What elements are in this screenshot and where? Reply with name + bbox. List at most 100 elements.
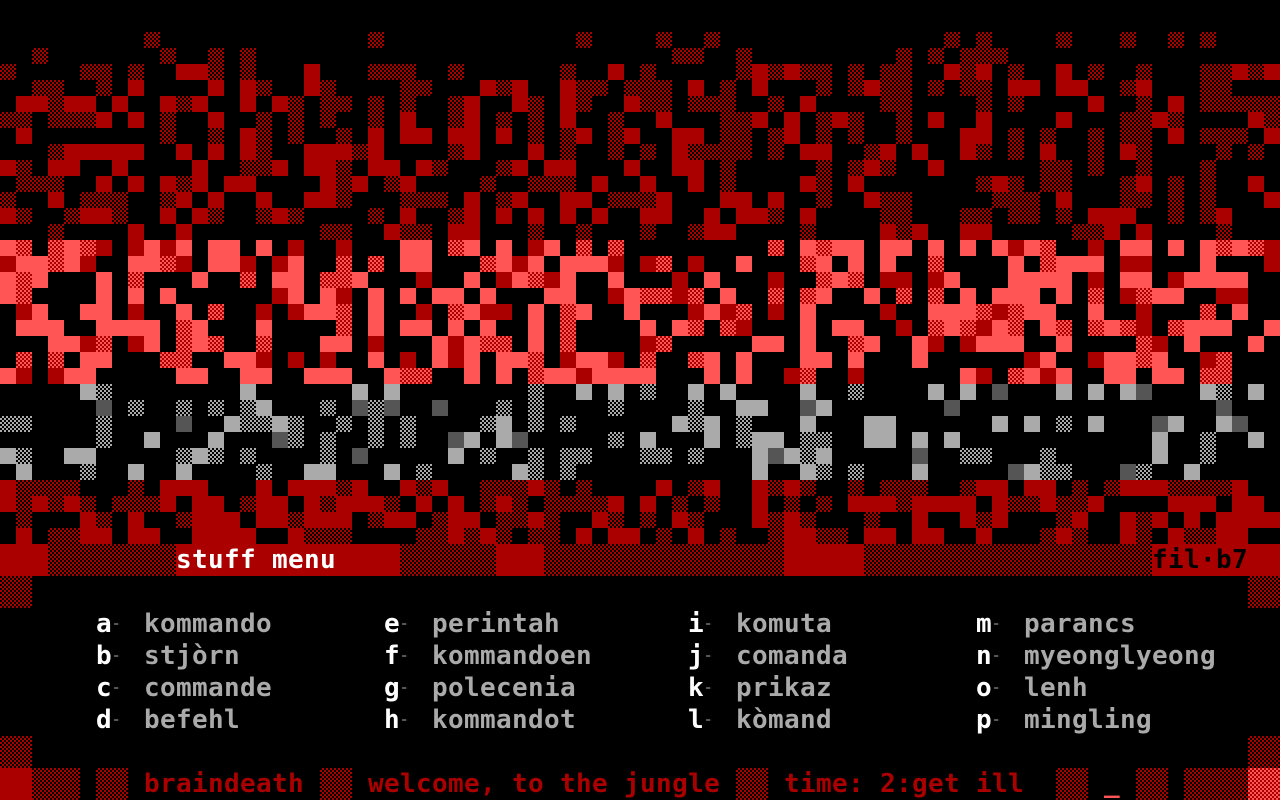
menu-key-p[interactable]: p [976, 705, 993, 735]
menu-key-a[interactable]: a [96, 609, 113, 639]
logo-block [832, 320, 848, 336]
menu-key-l[interactable]: l [688, 705, 705, 735]
logo-block [240, 48, 256, 64]
menu-item-b[interactable]: stjòrn [144, 641, 241, 671]
logo-block [512, 352, 528, 368]
menu-key-h[interactable]: h [384, 705, 401, 735]
dither-block [864, 544, 1152, 576]
logo-block [976, 144, 992, 160]
logo-block [336, 176, 352, 192]
logo-block [752, 464, 768, 480]
logo-block [1088, 144, 1104, 160]
menu-item-g[interactable]: polecenia [432, 673, 577, 703]
logo-block [944, 320, 960, 336]
logo-block [720, 112, 736, 128]
logo-block [1248, 336, 1264, 352]
logo-block [320, 448, 336, 464]
logo-block [336, 480, 352, 496]
menu-key-e[interactable]: e [384, 609, 401, 639]
logo-block [560, 160, 576, 176]
menu-key-j[interactable]: j [688, 641, 705, 671]
logo-block [304, 480, 320, 496]
menu-item-n[interactable]: myeonglyeong [1024, 641, 1217, 671]
menu-item-p[interactable]: mingling [1024, 705, 1153, 735]
status-message: welcome, to the jungle [368, 769, 721, 799]
menu-item-k[interactable]: prikaz [736, 673, 833, 703]
logo-block [1200, 448, 1216, 464]
menu-key-n[interactable]: n [976, 641, 993, 671]
logo-block [816, 432, 832, 448]
menu-item-f[interactable]: kommandoen [432, 641, 593, 671]
logo-block [608, 128, 624, 144]
logo-block [112, 144, 128, 160]
logo-block [400, 240, 416, 256]
logo-block [608, 384, 624, 400]
logo-block [1024, 240, 1040, 256]
logo-block [16, 128, 32, 144]
logo-block [1152, 480, 1168, 496]
logo-block [1120, 80, 1136, 96]
logo-block [640, 512, 656, 528]
menu-key-b[interactable]: b [96, 641, 113, 671]
menu-item-m[interactable]: parancs [1024, 609, 1137, 639]
logo-block [128, 240, 144, 256]
logo-block [240, 64, 256, 80]
logo-block [592, 496, 608, 512]
logo-block [432, 480, 448, 496]
logo-block [768, 96, 784, 112]
menu-key-d[interactable]: d [96, 705, 113, 735]
logo-block [816, 256, 832, 272]
input-cursor[interactable]: _ [1104, 769, 1121, 799]
menu-key-m[interactable]: m [976, 609, 993, 639]
logo-block [0, 368, 16, 384]
logo-block [1168, 176, 1184, 192]
dither-block [1056, 768, 1088, 800]
menu-key-k[interactable]: k [688, 673, 705, 703]
logo-block [1216, 64, 1232, 80]
menu-item-c[interactable]: commande [144, 673, 273, 703]
menu-item-h[interactable]: kommandot [432, 705, 577, 735]
logo-block [560, 112, 576, 128]
logo-block [736, 112, 752, 128]
menu-item-j[interactable]: comanda [736, 641, 849, 671]
menu-item-l[interactable]: kòmand [736, 705, 833, 735]
logo-block [16, 528, 32, 544]
menu-key-f[interactable]: f [384, 641, 401, 671]
logo-block [1200, 432, 1216, 448]
logo-block [176, 240, 192, 256]
menu-key-g[interactable]: g [384, 673, 401, 703]
logo-block [560, 176, 576, 192]
logo-block [1008, 208, 1024, 224]
logo-block [1200, 192, 1216, 208]
logo-block [832, 240, 848, 256]
menu-item-o[interactable]: lenh [1024, 673, 1089, 703]
logo-block [752, 432, 768, 448]
menu-key-o[interactable]: o [976, 673, 993, 703]
menu-item-a[interactable]: kommando [144, 609, 273, 639]
logo-block [128, 224, 144, 240]
logo-block [928, 160, 944, 176]
menu-key-c[interactable]: c [96, 673, 113, 703]
menu-item-d[interactable]: befehl [144, 705, 241, 735]
logo-block [864, 160, 880, 176]
logo-block [1200, 80, 1216, 96]
menu-key-i[interactable]: i [688, 609, 705, 639]
logo-block [1088, 96, 1104, 112]
logo-block [592, 512, 608, 528]
logo-block [64, 480, 80, 496]
menu-item-e[interactable]: perintah [432, 609, 561, 639]
logo-block [1024, 480, 1040, 496]
logo-block [448, 528, 464, 544]
logo-block [208, 240, 224, 256]
logo-block [1200, 368, 1216, 384]
logo-block [1216, 320, 1232, 336]
logo-block [1056, 512, 1072, 528]
logo-block [464, 368, 480, 384]
logo-block [1120, 272, 1136, 288]
menu-item-i[interactable]: komuta [736, 609, 833, 639]
logo-block [1024, 80, 1040, 96]
logo-block [1232, 528, 1248, 544]
logo-block [336, 240, 352, 256]
logo-block [96, 80, 112, 96]
logo-block [320, 496, 336, 512]
